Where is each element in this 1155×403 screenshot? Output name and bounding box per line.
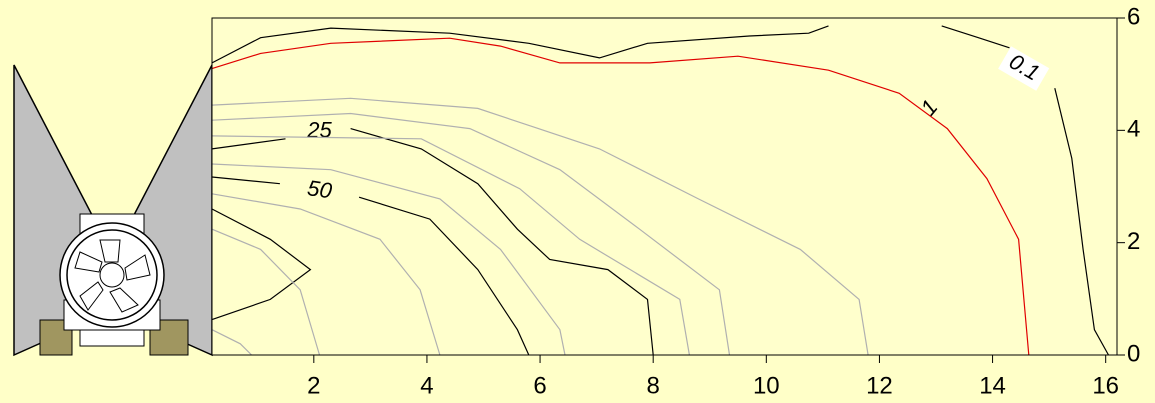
y-tick-label: 2 xyxy=(1127,228,1140,255)
x-tick-label: 12 xyxy=(866,372,893,399)
x-tick-label: 2 xyxy=(307,372,320,399)
contour-line xyxy=(211,329,253,356)
x-tick-label: 4 xyxy=(420,372,433,399)
x-tick-label: 6 xyxy=(533,372,546,399)
contour-line xyxy=(211,176,530,356)
y-tick-label: 0 xyxy=(1127,340,1140,367)
contour-line xyxy=(211,208,312,321)
contour-line xyxy=(211,128,654,356)
label-background xyxy=(998,46,1050,91)
x-tick-label: 14 xyxy=(979,372,1006,399)
contour-line xyxy=(211,25,1110,356)
fan-diagram xyxy=(13,64,213,357)
contour-label: 50 xyxy=(306,175,334,203)
contour-line xyxy=(211,193,441,356)
contour-line xyxy=(211,135,690,356)
contour-line xyxy=(211,97,869,356)
contour-line xyxy=(211,163,566,356)
fan-blades xyxy=(74,239,151,313)
plot-area xyxy=(212,18,1117,355)
x-tick-label: 8 xyxy=(647,372,660,399)
contour-line xyxy=(211,37,1030,356)
y-tick-label: 6 xyxy=(1127,3,1140,30)
plot-frame xyxy=(211,17,1118,356)
contour-line xyxy=(211,112,731,356)
y-tick-label: 4 xyxy=(1127,116,1140,143)
fan-hub xyxy=(99,262,125,288)
x-tick-label: 16 xyxy=(1092,372,1119,399)
contour-label: 25 xyxy=(306,117,332,142)
x-tick-label: 10 xyxy=(753,372,780,399)
contour-line xyxy=(211,228,321,356)
